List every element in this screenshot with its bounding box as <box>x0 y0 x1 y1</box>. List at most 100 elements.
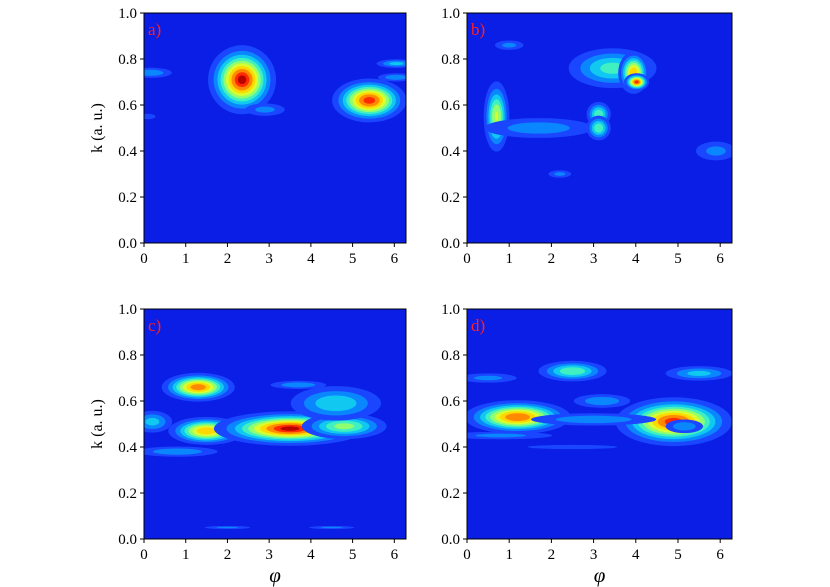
x-tick-label: 5 <box>349 251 357 267</box>
x-tick-label: 0 <box>463 547 471 563</box>
y-tick-label: 0.2 <box>441 190 460 206</box>
contour-level <box>554 172 566 176</box>
x-tick-label: 1 <box>505 547 513 563</box>
panel-tag: c) <box>148 316 161 335</box>
y-tick-label: 1.0 <box>118 302 137 318</box>
contour-level <box>507 122 570 134</box>
y-tick-label: 0.4 <box>118 440 137 456</box>
x-tick-label: 6 <box>716 251 724 267</box>
contour-level <box>144 69 164 76</box>
intensity-peak-9 <box>467 373 517 383</box>
contour-level <box>555 415 632 424</box>
y-tick-label: 0.4 <box>441 144 460 160</box>
contour-level <box>315 395 357 412</box>
intensity-peak-5 <box>624 73 650 91</box>
intensity-map <box>483 40 732 178</box>
y-tick-label: 0.2 <box>441 486 460 502</box>
intensity-peak-4 <box>376 59 406 68</box>
x-tick-label: 2 <box>548 547 556 563</box>
intensity-peak-5 <box>377 73 406 82</box>
contour-level <box>687 370 711 376</box>
intensity-peak-4 <box>301 413 387 440</box>
y-axis-label: k (a. u.) <box>89 399 106 449</box>
x-axis-label: φ <box>269 563 281 587</box>
contour-level <box>334 423 355 430</box>
contour-level <box>584 396 620 406</box>
x-tick-label: 4 <box>307 251 315 267</box>
contour-level <box>144 113 156 120</box>
x-tick-label: 3 <box>590 251 598 267</box>
intensity-peak-6 <box>144 67 172 78</box>
x-tick-label: 0 <box>140 547 148 563</box>
contour-level <box>475 433 527 438</box>
intensity-peak-8 <box>467 431 553 440</box>
contour-level <box>527 444 618 450</box>
intensity-map <box>144 45 406 123</box>
plot-frame <box>466 308 733 540</box>
plot-frame <box>466 12 733 244</box>
x-tick-label: 0 <box>140 251 148 267</box>
contour-level <box>706 146 726 156</box>
intensity-peak-1 <box>467 400 571 434</box>
contour-level <box>280 426 300 431</box>
y-tick-label: 0.0 <box>118 236 137 252</box>
x-tick-label: 1 <box>182 251 190 267</box>
intensity-peak-7 <box>586 115 611 141</box>
intensity-peak-2 <box>332 78 406 123</box>
intensity-peak-10 <box>527 444 618 450</box>
x-tick-label: 2 <box>224 547 232 563</box>
y-axis-label: k (a. u.) <box>89 103 106 153</box>
intensity-peak-6 <box>573 394 631 408</box>
panel-tag: a) <box>148 20 161 39</box>
x-tick-label: 5 <box>349 547 357 563</box>
intensity-map <box>144 372 387 530</box>
panel-tag: d) <box>471 316 485 335</box>
x-tick-label: 6 <box>391 547 399 563</box>
intensity-peak-10 <box>309 525 355 530</box>
y-tick-label: 0.8 <box>118 52 137 68</box>
intensity-peak-3 <box>665 419 704 434</box>
y-tick-label: 0.8 <box>441 52 460 68</box>
y-tick-label: 0.4 <box>441 440 460 456</box>
intensity-peak-1 <box>483 81 510 152</box>
y-tick-label: 0.6 <box>118 98 137 114</box>
x-tick-label: 3 <box>265 251 273 267</box>
x-tick-label: 4 <box>632 547 640 563</box>
contour-level <box>145 417 160 426</box>
intensity-peak-10 <box>695 141 732 161</box>
intensity-peak-7 <box>144 113 156 120</box>
contour-level <box>281 382 316 388</box>
contour-level <box>152 448 202 455</box>
y-tick-label: 0.6 <box>441 98 460 114</box>
x-tick-label: 6 <box>391 251 399 267</box>
x-tick-label: 4 <box>307 547 315 563</box>
intensity-map <box>467 360 732 450</box>
contour-level <box>389 62 404 66</box>
panel-b: 0 1 2 3 4 5 6 0.0 0.2 0.4 0.6 0.8 1.0 b) <box>441 6 733 267</box>
y-tick-label: 0.2 <box>118 190 137 206</box>
intensity-peak-8 <box>270 380 327 389</box>
x-tick-label: 5 <box>674 547 682 563</box>
contour-level <box>363 96 376 104</box>
plot-frame <box>143 308 407 540</box>
x-tick-label: 3 <box>590 547 598 563</box>
x-axis-label: φ <box>594 563 606 587</box>
plot-frame <box>143 12 407 244</box>
y-tick-label: 1.0 <box>441 302 460 318</box>
contour-level <box>634 80 639 84</box>
x-tick-label: 2 <box>224 251 232 267</box>
x-tick-label: 5 <box>674 251 682 267</box>
y-tick-label: 0.0 <box>441 236 460 252</box>
intensity-peak-5 <box>290 386 382 421</box>
contour-level <box>216 526 239 529</box>
y-tick-label: 0.8 <box>118 348 137 364</box>
contour-level <box>594 123 604 133</box>
panel-c: 0 1 2 3 4 5 6 0.0 0.2 0.4 0.6 0.8 1.0 c) k (a. u.) φ <box>89 302 407 587</box>
panel-d: 0 1 2 3 4 5 6 0.0 0.2 0.4 0.6 0.8 1.0 d) φ <box>441 302 733 587</box>
contour-level <box>502 42 517 48</box>
x-tick-label: 0 <box>463 251 471 267</box>
intensity-peak-6 <box>144 410 173 433</box>
contour-level <box>320 526 343 529</box>
panel-a: 0 1 2 3 4 5 6 0.0 0.2 0.4 0.6 0.8 1.0 a) k (a. u.) <box>89 6 407 267</box>
y-tick-label: 0.4 <box>118 144 137 160</box>
